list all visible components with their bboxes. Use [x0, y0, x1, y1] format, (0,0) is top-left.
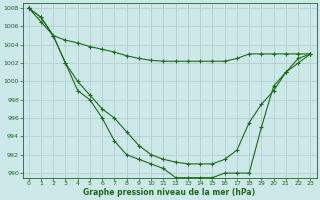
X-axis label: Graphe pression niveau de la mer (hPa): Graphe pression niveau de la mer (hPa): [84, 188, 256, 197]
